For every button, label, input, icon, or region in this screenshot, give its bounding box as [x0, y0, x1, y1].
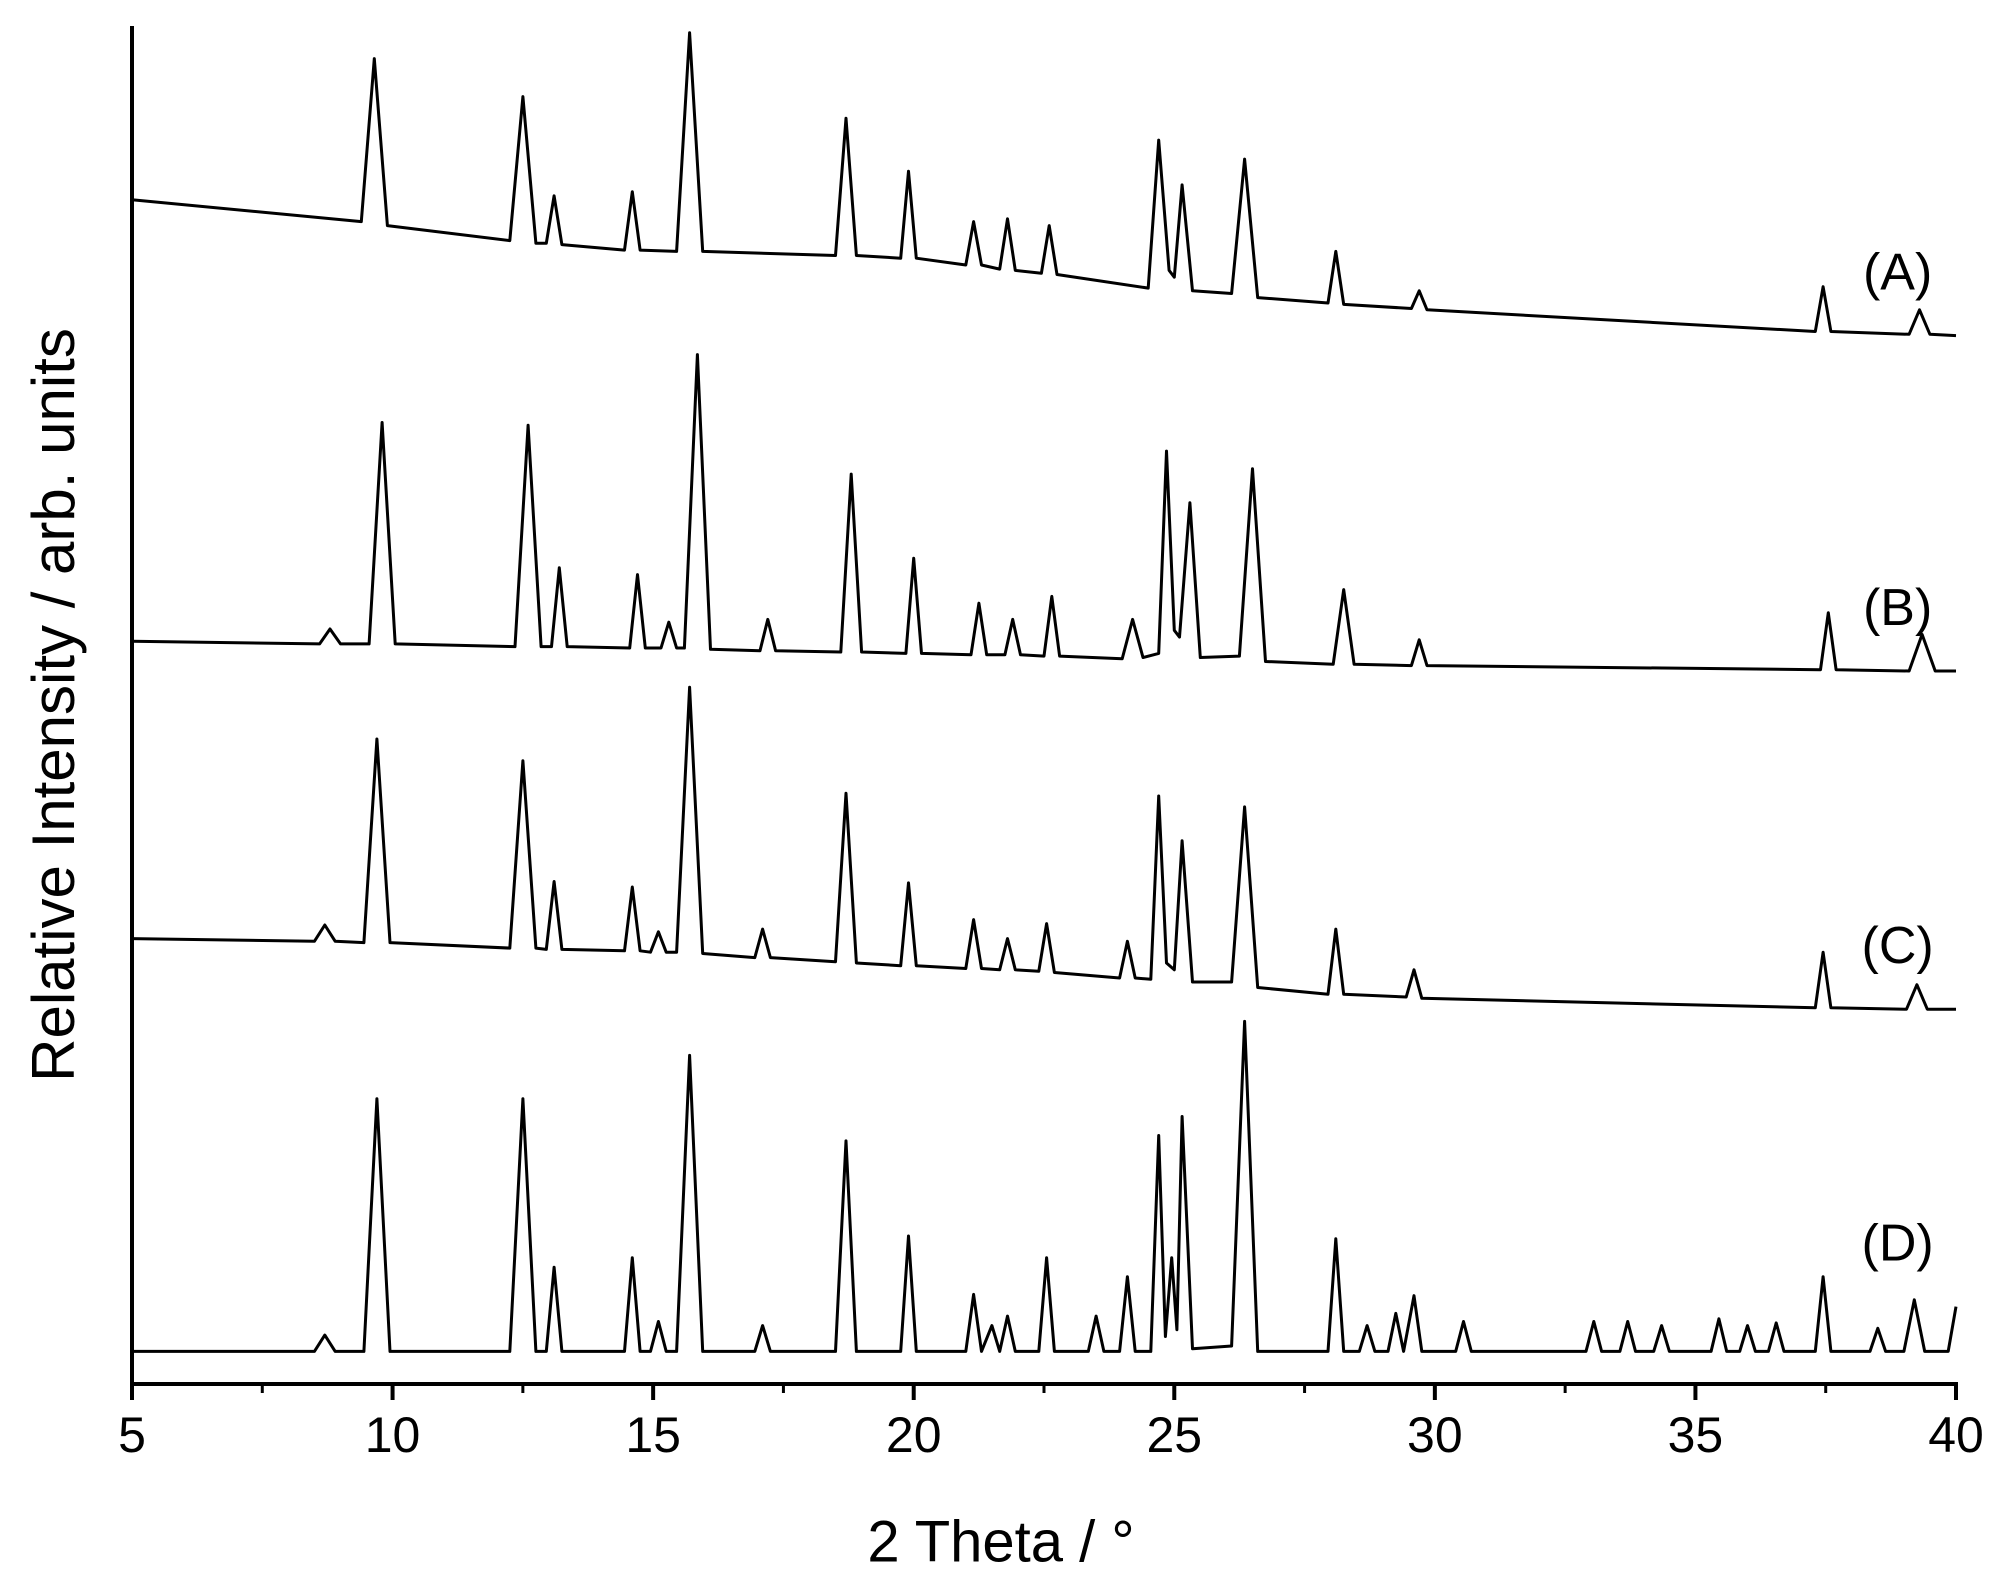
xrd-trace	[131, 31, 1957, 338]
x-axis-label: 2 Theta / °	[867, 1509, 1134, 1574]
x-tick-label: 5	[118, 1407, 146, 1463]
trace-label: (C)	[1862, 917, 1934, 975]
xrd-trace	[131, 685, 1956, 1011]
x-tick-label: 15	[625, 1407, 681, 1463]
trace-label: (B)	[1863, 579, 1932, 637]
x-tick-label: 25	[1146, 1407, 1202, 1463]
trace-label: (A)	[1863, 243, 1932, 301]
x-tick-label: 30	[1407, 1407, 1463, 1463]
trace-label: (D)	[1862, 1214, 1934, 1272]
y-axis-label: Relative Intensity / arb. units	[20, 328, 87, 1082]
x-tick-label: 20	[886, 1407, 942, 1463]
xrd-trace	[131, 353, 1956, 673]
x-tick-label: 10	[365, 1407, 421, 1463]
xrd-trace	[132, 1019, 1958, 1353]
x-tick-label: 35	[1668, 1407, 1724, 1463]
x-tick-label: 40	[1928, 1407, 1984, 1463]
